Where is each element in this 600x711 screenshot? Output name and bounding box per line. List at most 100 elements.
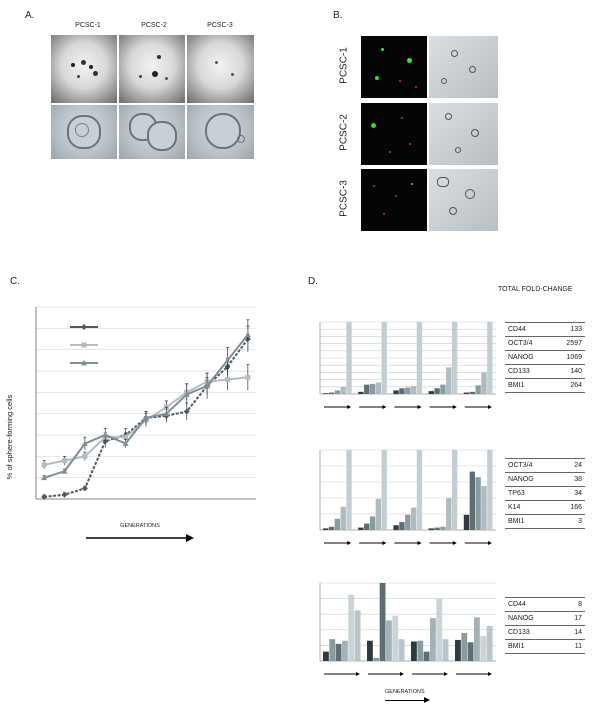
sphere-forming-line-chart: % of sphere-forming cells GENERATIONS: [5, 306, 256, 542]
pcsc-1-bar-chart: [319, 321, 496, 409]
category-arrowhead: [356, 672, 360, 676]
sphere-image: [119, 105, 185, 159]
bar: [381, 450, 387, 530]
legend-marker: [81, 324, 87, 330]
panel-c-letter: C.: [10, 276, 20, 287]
bar: [364, 384, 370, 394]
data-point: [183, 391, 190, 397]
bar: [481, 372, 487, 394]
fluorescence-image: [361, 103, 427, 165]
table-row: TP63 34: [505, 486, 585, 501]
data-point: [224, 377, 230, 383]
fold-change-table-pcsc-1: CD44 133 OCT3/4 2597 NANOG 1069 CD133 140 BM…: [505, 322, 585, 393]
bar: [430, 618, 436, 661]
category-arrowhead: [452, 541, 457, 545]
data-point: [41, 493, 48, 500]
panel-a-column-label: PCSC-3: [207, 22, 233, 29]
fluorescence-image: [361, 36, 427, 98]
bar: [475, 385, 481, 394]
panel-d-xlabel-arrow: [385, 700, 425, 701]
category-arrowhead: [444, 672, 448, 676]
data-point: [163, 410, 170, 417]
sphere-image: [51, 105, 117, 159]
x-axis-label: GENERATIONS: [120, 523, 160, 529]
bar: [358, 527, 364, 530]
table-row: K14 166: [505, 500, 585, 515]
bar: [434, 527, 440, 530]
bar: [367, 640, 373, 661]
category-arrowhead: [400, 672, 404, 676]
panel-a-column-label: PCSC-1: [75, 22, 101, 29]
data-point: [224, 357, 231, 363]
table-row: NANOG 17: [505, 611, 585, 626]
bar: [487, 450, 493, 530]
table-row: CD133 14: [505, 625, 585, 640]
bar: [467, 642, 474, 661]
bar: [410, 386, 417, 394]
category-arrowhead: [382, 541, 387, 545]
bar: [386, 620, 392, 661]
bar: [346, 450, 352, 530]
bar: [375, 498, 382, 530]
bar: [323, 528, 329, 530]
bar: [340, 386, 346, 394]
bar: [398, 639, 405, 661]
brightfield-image: [429, 103, 498, 165]
bar: [461, 632, 468, 661]
panel-a-column-label: PCSC-2: [141, 22, 167, 29]
bar: [428, 528, 434, 530]
bar: [451, 450, 458, 530]
panel-d-xlabel-arrowhead: [424, 697, 430, 703]
table-row: BMI1 11: [505, 639, 585, 654]
data-point: [41, 462, 47, 468]
bar: [323, 393, 329, 394]
panel-d-xlabel: GENERATIONS: [385, 689, 425, 695]
bar: [446, 367, 452, 394]
bar: [481, 486, 487, 530]
data-point: [61, 468, 68, 474]
bar: [346, 322, 352, 394]
bar: [446, 498, 452, 530]
bar: [434, 388, 440, 394]
legend-marker: [81, 342, 87, 348]
table-row: CD133 140: [505, 364, 585, 379]
table-row: CD44 8: [505, 597, 585, 612]
bar: [335, 643, 342, 661]
table-row: NANOG 38: [505, 472, 585, 487]
data-point: [62, 458, 68, 464]
bar: [474, 617, 480, 661]
category-arrowhead: [417, 541, 422, 545]
bar: [486, 625, 493, 661]
bar: [436, 598, 443, 661]
category-arrowhead: [488, 405, 492, 409]
bar: [455, 639, 461, 661]
bar: [469, 471, 475, 530]
data-point: [82, 453, 88, 459]
bar: [423, 651, 430, 661]
bar: [334, 518, 341, 530]
panel-b-row-label: PCSC-3: [338, 180, 350, 217]
category-arrowhead: [417, 405, 422, 409]
table-row: BMI1 3: [505, 514, 585, 529]
bar: [381, 322, 387, 394]
bar: [358, 391, 364, 394]
bar: [393, 525, 399, 530]
well-image: [187, 35, 254, 103]
data-point: [244, 331, 251, 338]
sphere-image: [187, 105, 254, 159]
bar: [375, 382, 382, 394]
bar: [369, 516, 376, 530]
bar: [329, 639, 336, 661]
bar: [373, 657, 380, 661]
category-arrowhead: [347, 405, 352, 409]
bar: [428, 391, 434, 394]
panel-b-row-label: PCSC-1: [338, 47, 350, 84]
panel-d-letter: D.: [308, 276, 318, 287]
category-arrowhead: [488, 672, 492, 676]
bar: [340, 506, 346, 530]
data-point: [204, 382, 211, 389]
bar: [416, 450, 423, 530]
bar: [463, 514, 470, 530]
data-point: [81, 440, 88, 446]
bar: [354, 610, 361, 661]
